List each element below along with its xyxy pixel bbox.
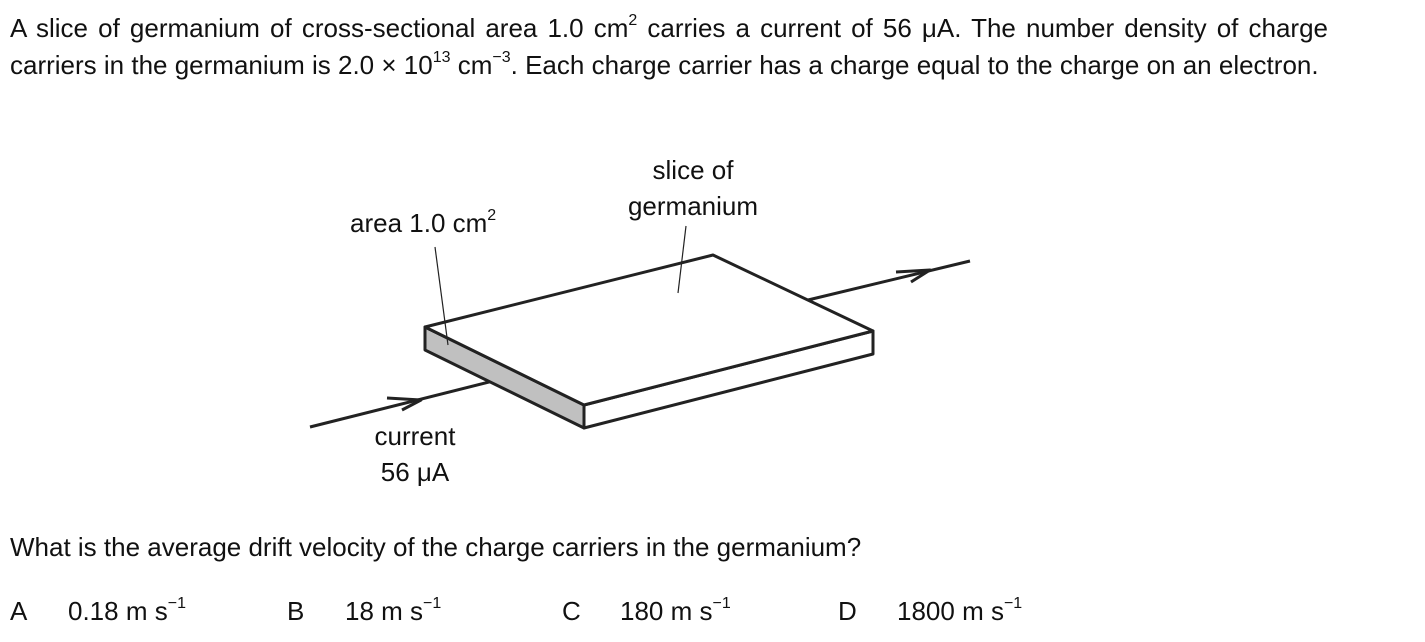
text: cm [450,49,493,80]
option-value: 18 m s−1 [345,595,442,627]
slice-label-line: germanium [627,191,759,221]
text: 180 m s [620,596,713,626]
text: 0.18 m s [68,596,168,626]
question-stem: A slice of germanium of cross-sectional … [10,10,1328,83]
current-in-line [309,376,506,429]
option-value: 180 m s−1 [620,595,731,627]
superscript: −1 [712,595,731,612]
superscript: −1 [1003,595,1023,612]
question-prompt: What is the average drift velocity of th… [10,532,862,562]
text: carries a current of 56 μA. The number d… [10,13,1329,80]
slab-top-face [423,253,875,407]
current-label-line: 56 μA [380,457,450,487]
superscript: −1 [423,595,442,612]
superscript: 13 [432,48,451,66]
current-out-line [807,259,971,302]
option-value: 0.18 m s−1 [68,595,186,627]
superscript: 2 [487,207,497,224]
text: . Each charge carrier has a charge equal… [510,49,1319,80]
arrowhead [895,268,932,284]
superscript: 2 [628,12,638,29]
leader-line [434,246,449,346]
superscript: −1 [167,595,186,612]
slice-label-line: slice of [652,155,734,185]
option-letter: D [838,596,857,626]
text: area 1.0 cm [350,208,488,238]
text: 1800 m s [897,596,1004,626]
current-label-line: current [374,421,456,451]
option-letter: A [10,596,28,626]
text: A slice of germanium of cross-sectional … [10,13,629,43]
superscript: −3 [492,48,511,66]
arrowhead [386,396,423,412]
text: 18 m s [345,596,424,626]
option-letter: B [287,596,305,626]
area-label: area 1.0 cm2 [350,207,497,239]
option-letter: C [562,596,581,626]
option-value: 1800 m s−1 [897,595,1023,627]
leader-line [677,225,687,294]
